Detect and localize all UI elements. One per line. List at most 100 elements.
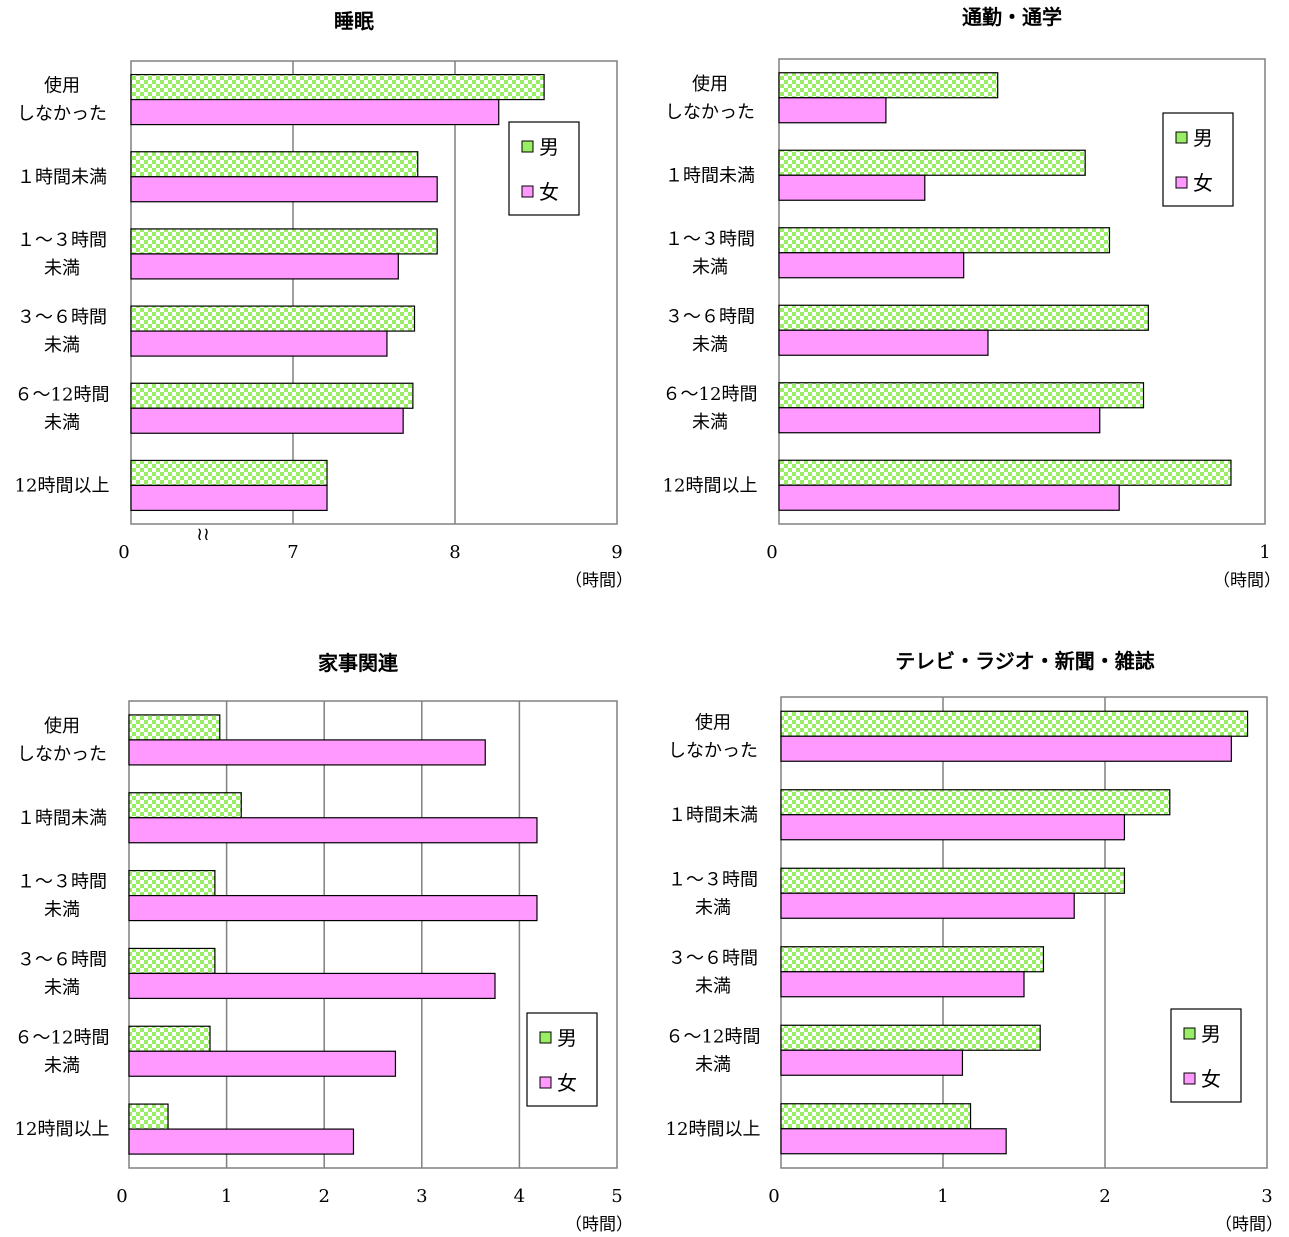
- bar-male: [778, 72, 999, 99]
- bar-female: [130, 330, 388, 357]
- legend-box: [508, 121, 580, 216]
- legend-label: 男: [557, 1026, 577, 1050]
- bar-male: [130, 228, 438, 255]
- legend-swatch: [1175, 176, 1188, 189]
- bar-female: [780, 892, 1075, 919]
- axis-unit-label: （時間）: [565, 571, 633, 591]
- bar-female: [130, 98, 500, 126]
- chart-title: テレビ・ラジオ・新聞・雑誌: [895, 649, 1155, 673]
- bar-male: [130, 382, 414, 409]
- bar-female: [778, 174, 926, 201]
- category-label: １～３時間未満: [17, 872, 107, 921]
- legend-swatch: [521, 140, 534, 153]
- bar-female: [128, 894, 538, 922]
- legend-label: 男: [1193, 126, 1213, 150]
- x-tick-label: 4: [514, 1186, 525, 1207]
- bar-male: [130, 305, 416, 332]
- category-label: 使用しなかった: [665, 74, 755, 123]
- legend-label: 男: [1201, 1022, 1221, 1046]
- plot-area: [128, 700, 618, 1169]
- bar-female: [778, 97, 887, 124]
- axis-break-mark: ≀≀: [196, 524, 210, 545]
- legend: 男女: [1162, 112, 1234, 207]
- bar-male: [780, 789, 1171, 816]
- bar-male: [780, 867, 1126, 894]
- bar-male: [780, 710, 1249, 737]
- x-tick-label: 7: [287, 542, 298, 563]
- legend-swatch: [539, 1031, 552, 1044]
- bar-male: [128, 1025, 211, 1052]
- bar-male: [128, 869, 216, 897]
- category-label: 12時間以上: [663, 475, 758, 496]
- bar-female: [128, 1050, 397, 1077]
- bar-male: [130, 459, 328, 487]
- legend-swatch: [539, 1076, 552, 1089]
- category-label: ６～12時間未満: [663, 384, 758, 433]
- legend: 男女: [1170, 1008, 1242, 1103]
- chart-title: 通勤・通学: [962, 5, 1062, 29]
- bar-female: [130, 407, 404, 434]
- x-tick-label: 2: [318, 1186, 329, 1207]
- category-label: ３～６時間未満: [17, 949, 107, 998]
- x-tick-label: 8: [449, 542, 460, 563]
- bar-male: [128, 947, 216, 975]
- bar-female: [128, 1128, 355, 1155]
- x-tick-label: 1: [221, 1186, 232, 1207]
- legend-swatch: [521, 185, 534, 198]
- bar-female: [128, 817, 538, 844]
- bar-male: [780, 946, 1045, 973]
- category-label: ３～６時間未満: [17, 307, 107, 356]
- x-tick-label: 2: [1099, 1186, 1110, 1207]
- bar-male: [130, 151, 419, 178]
- legend-swatch: [1175, 131, 1188, 144]
- category-label: １～３時間未満: [17, 230, 107, 279]
- x-tick-label: 0: [766, 542, 777, 563]
- category-label: ３～６時間未満: [668, 948, 758, 997]
- chart-3: 家事関連 0 1 2 3 4 5 （時間） 使用しなかった １時間未満 １～３時間未満 ３～６時間未満…: [15, 651, 633, 1235]
- bar-male: [128, 714, 221, 741]
- x-tick-label: 3: [416, 1186, 427, 1207]
- x-tick-label: 5: [611, 1186, 622, 1207]
- bar-male: [780, 1024, 1041, 1051]
- bar-female: [778, 484, 1120, 511]
- bar-male: [128, 792, 242, 819]
- category-label: １時間未満: [665, 165, 755, 186]
- x-tick-label: 1: [1259, 542, 1270, 563]
- legend-box: [1170, 1008, 1242, 1103]
- bar-female: [130, 484, 328, 512]
- category-label: ３～６時間未満: [665, 306, 755, 355]
- bar-male: [778, 227, 1111, 254]
- axis-unit-label: （時間）: [565, 1215, 633, 1235]
- x-tick-label: 9: [611, 542, 622, 563]
- legend-box: [526, 1012, 598, 1107]
- legend: 男女: [526, 1012, 598, 1107]
- category-label: 12時間以上: [15, 475, 110, 496]
- category-label: １時間未満: [17, 167, 107, 188]
- legend-label: 女: [557, 1071, 577, 1095]
- bar-male: [780, 1103, 972, 1130]
- bar-male: [778, 459, 1232, 486]
- chart-title: 睡眠: [334, 9, 374, 33]
- x-tick-label: 3: [1261, 1186, 1272, 1207]
- category-label: 12時間以上: [15, 1119, 110, 1140]
- category-label: ６～12時間未満: [666, 1026, 761, 1075]
- category-label: １～３時間未満: [665, 229, 755, 278]
- bar-female: [780, 814, 1126, 841]
- bar-male: [778, 382, 1145, 409]
- legend-swatch: [1183, 1072, 1196, 1085]
- x-tick-label: 0: [768, 1186, 779, 1207]
- category-label: ６～12時間未満: [15, 384, 110, 433]
- bar-male: [778, 149, 1086, 176]
- bar-female: [780, 1049, 964, 1076]
- bar-male: [128, 1103, 169, 1130]
- bar-female: [778, 252, 965, 279]
- legend-box: [1162, 112, 1234, 207]
- category-label: 使用しなかった: [668, 712, 758, 761]
- legend-label: 女: [1193, 171, 1213, 195]
- chart-4: テレビ・ラジオ・新聞・雑誌 0 1 2 3 （時間） 使用しなかった １時間未満 １～３時間未満…: [666, 649, 1283, 1235]
- bar-female: [780, 1128, 1007, 1155]
- axis-unit-label: （時間）: [1215, 1215, 1283, 1235]
- x-tick-label: 0: [118, 542, 129, 563]
- bar-female: [128, 972, 496, 1000]
- bar-male: [778, 304, 1149, 331]
